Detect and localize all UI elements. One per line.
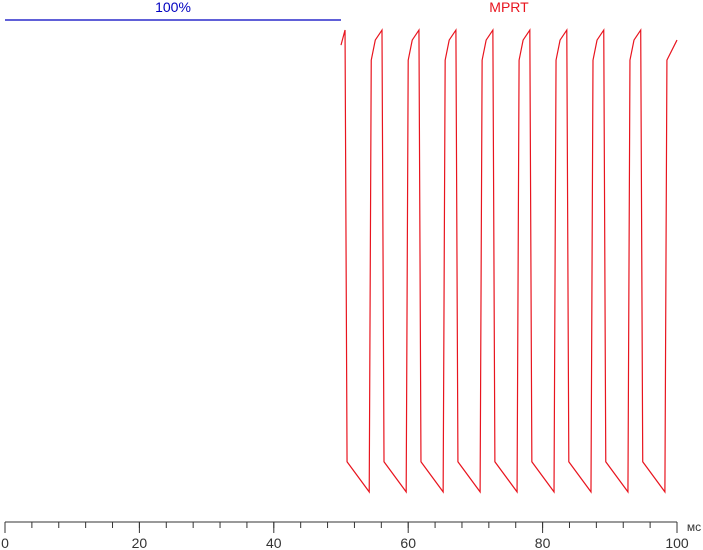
x-tick-label: 60 [400,535,416,550]
x-tick-label: 100 [665,535,689,550]
x-axis-unit: мс [687,520,701,534]
series-line [340,28,678,494]
x-tick-label: 80 [535,535,551,550]
x-tick-label: 40 [266,535,282,550]
x-tick-label: 0 [1,535,9,550]
x-tick-label: 20 [132,535,148,550]
series-label: MPRT [489,0,529,15]
series-label: 100% [155,0,191,15]
